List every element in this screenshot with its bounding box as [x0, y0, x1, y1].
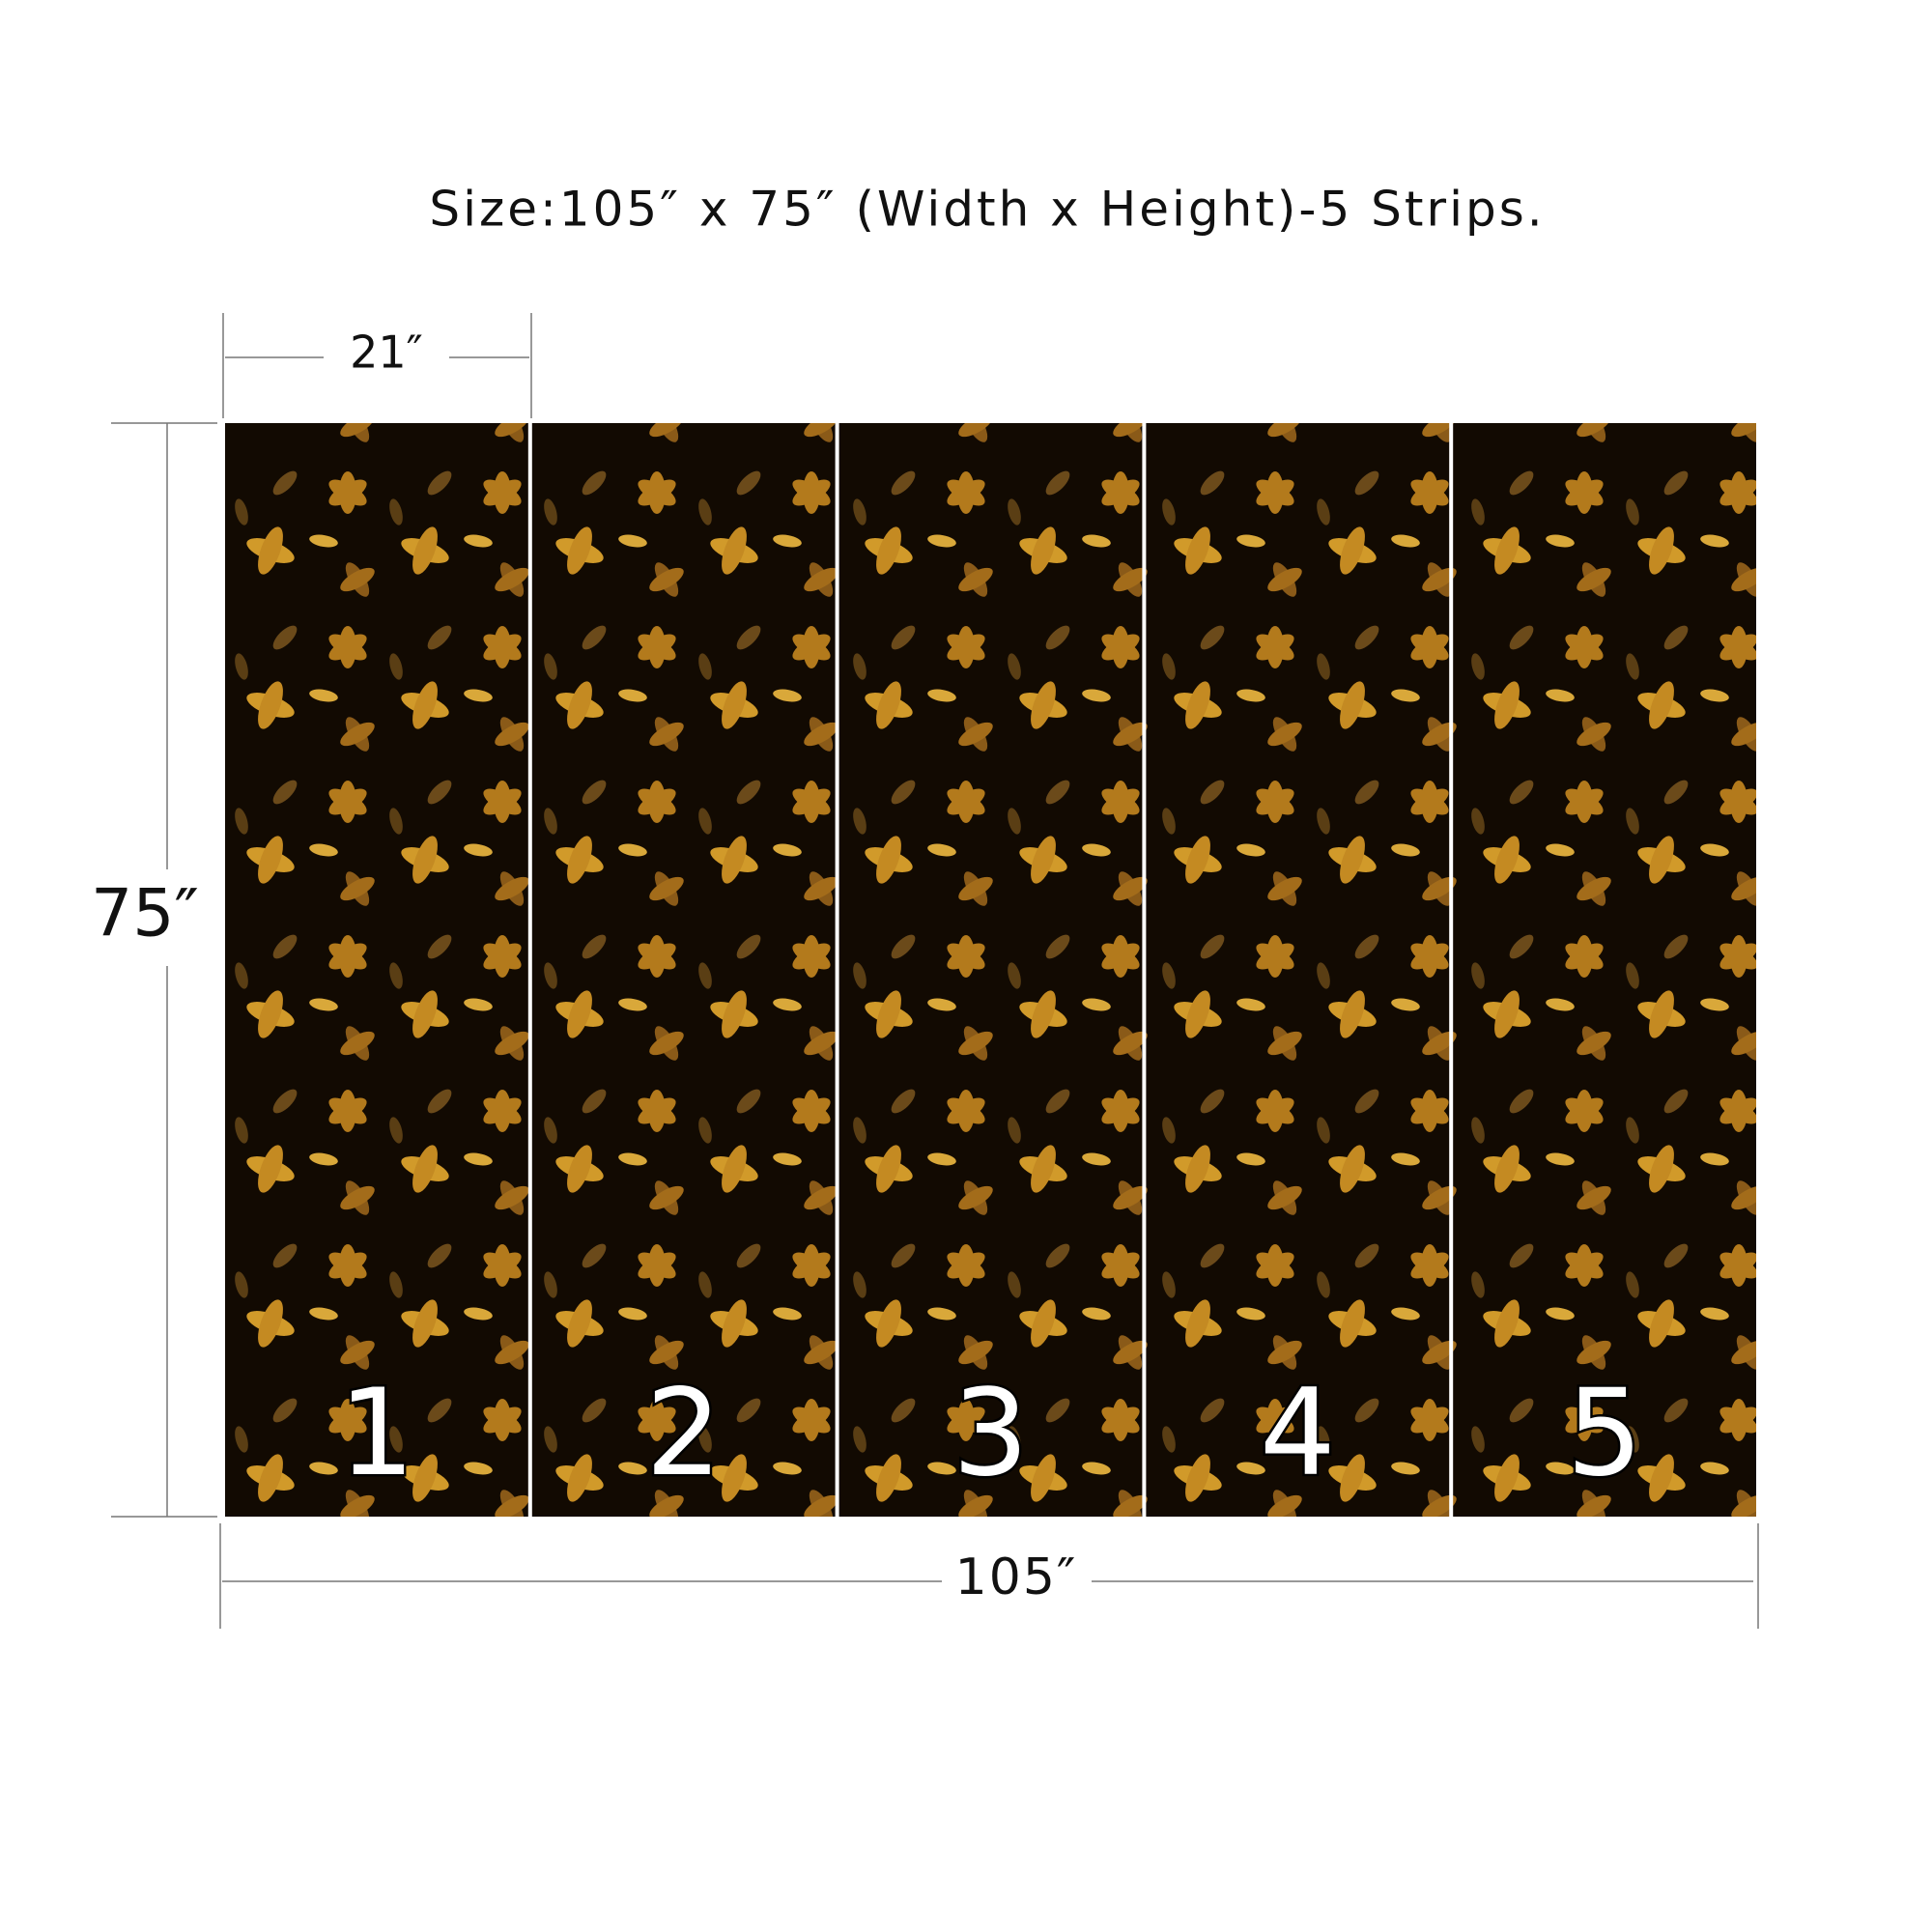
- label-background: [77, 869, 203, 966]
- strip: [1453, 423, 1756, 1517]
- mural-strips: 1 2 3 4 5: [225, 423, 1756, 1517]
- strip-number: 3: [952, 1364, 1029, 1503]
- height-label: 75″: [91, 876, 199, 952]
- strip: [1146, 423, 1450, 1517]
- strip-number: 2: [645, 1364, 722, 1503]
- strip-width-label: 21″: [350, 327, 423, 379]
- strip-number: 5: [1567, 1364, 1643, 1503]
- title: Size:105″ x 75″ (Width x Height)-5 Strip…: [429, 182, 1545, 238]
- strip-number: 4: [1260, 1364, 1336, 1503]
- width-label: 105″: [955, 1548, 1078, 1606]
- strip-number: 1: [338, 1364, 414, 1503]
- strip: [531, 423, 836, 1517]
- strip: [838, 423, 1143, 1517]
- strip: [225, 423, 528, 1517]
